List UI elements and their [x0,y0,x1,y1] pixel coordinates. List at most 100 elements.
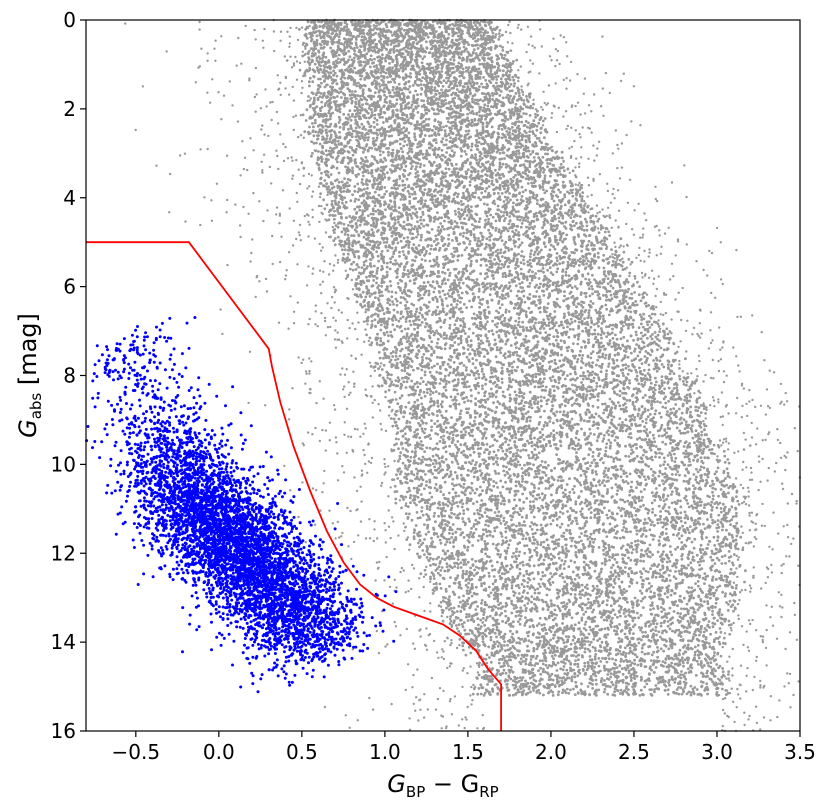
scatter-point [526,182,530,185]
scatter-point [445,565,449,569]
scatter-point [451,487,455,491]
scatter-point [422,281,426,284]
scatter-point [445,43,448,46]
scatter-point [469,566,472,570]
scatter-point [682,673,685,677]
scatter-point [714,601,718,605]
scatter-point [563,537,567,541]
scatter-point [419,215,423,219]
scatter-point [337,171,341,175]
scatter-point [407,275,410,279]
scatter-point [511,575,515,579]
scatter-point [528,165,532,169]
scatter-point [664,509,668,513]
scatter-point [575,393,579,397]
scatter-point [689,410,692,414]
scatter-point [322,91,326,95]
scatter-point [488,533,492,537]
scatter-point [480,370,484,373]
scatter-point [416,352,419,356]
scatter-point [610,430,614,434]
scatter-point [637,616,640,620]
scatter-point [440,187,444,191]
scatter-point [474,191,477,195]
scatter-point [721,528,724,532]
scatter-point [600,562,604,565]
scatter-point [430,340,434,344]
scatter-point [555,297,559,301]
scatter-point [361,174,365,178]
scatter-point [504,530,508,534]
scatter-point [507,443,510,447]
scatter-point [507,664,510,668]
scatter-point [542,562,545,566]
scatter-point [551,519,555,522]
scatter-point [693,537,697,541]
scatter-point [491,608,494,612]
scatter-point [458,527,462,531]
scatter-point [598,595,601,598]
scatter-point [383,137,387,141]
scatter-point [631,548,635,551]
scatter-point [500,255,504,258]
scatter-point [528,258,532,262]
scatter-point [351,268,355,272]
scatter-point [363,304,367,308]
scatter-point [457,494,461,498]
scatter-point [668,465,672,469]
scatter-point [335,74,339,78]
scatter-point [700,567,704,571]
scatter-point [546,268,549,272]
scatter-point [471,357,475,360]
scatter-point [582,669,585,672]
scatter-point [695,475,698,479]
scatter-point [504,342,508,346]
scatter-point [633,506,636,510]
scatter-point [530,600,533,604]
scatter-point [688,399,691,403]
scatter-point [444,382,448,386]
scatter-point [483,202,486,206]
scatter-point [402,274,405,278]
scatter-point [520,195,524,198]
scatter-point [409,334,413,337]
scatter-point [698,563,702,567]
scatter-point [337,115,341,119]
scatter-point [495,309,498,313]
scatter-point [484,523,487,527]
scatter-point [504,190,508,194]
scatter-point [548,420,552,423]
scatter-point [510,247,513,251]
scatter-point [618,299,622,303]
scatter-point [507,294,510,298]
scatter-point [458,512,462,516]
scatter-point [640,322,643,326]
scatter-point [397,417,401,421]
scatter-point [392,308,396,312]
scatter-point [481,621,485,624]
scatter-point [627,287,630,291]
scatter-point [382,80,385,84]
scatter-point [589,511,593,514]
scatter-point [303,130,307,134]
scatter-point [466,586,470,589]
scatter-point [402,28,406,32]
scatter-point [388,311,392,314]
scatter-point [438,123,441,126]
scatter-point [415,310,418,313]
scatter-point [505,465,508,469]
scatter-point [618,536,622,540]
scatter-point [516,460,520,464]
scatter-point [609,672,613,675]
scatter-point [628,585,631,588]
scatter-point [373,318,377,322]
scatter-point [433,146,437,150]
scatter-point [591,469,594,472]
scatter-point [393,328,396,332]
scatter-point [727,559,731,563]
scatter-point [404,317,408,321]
scatter-point [668,545,672,548]
scatter-point [362,300,366,304]
scatter-point [635,446,638,450]
scatter-point [591,687,594,690]
